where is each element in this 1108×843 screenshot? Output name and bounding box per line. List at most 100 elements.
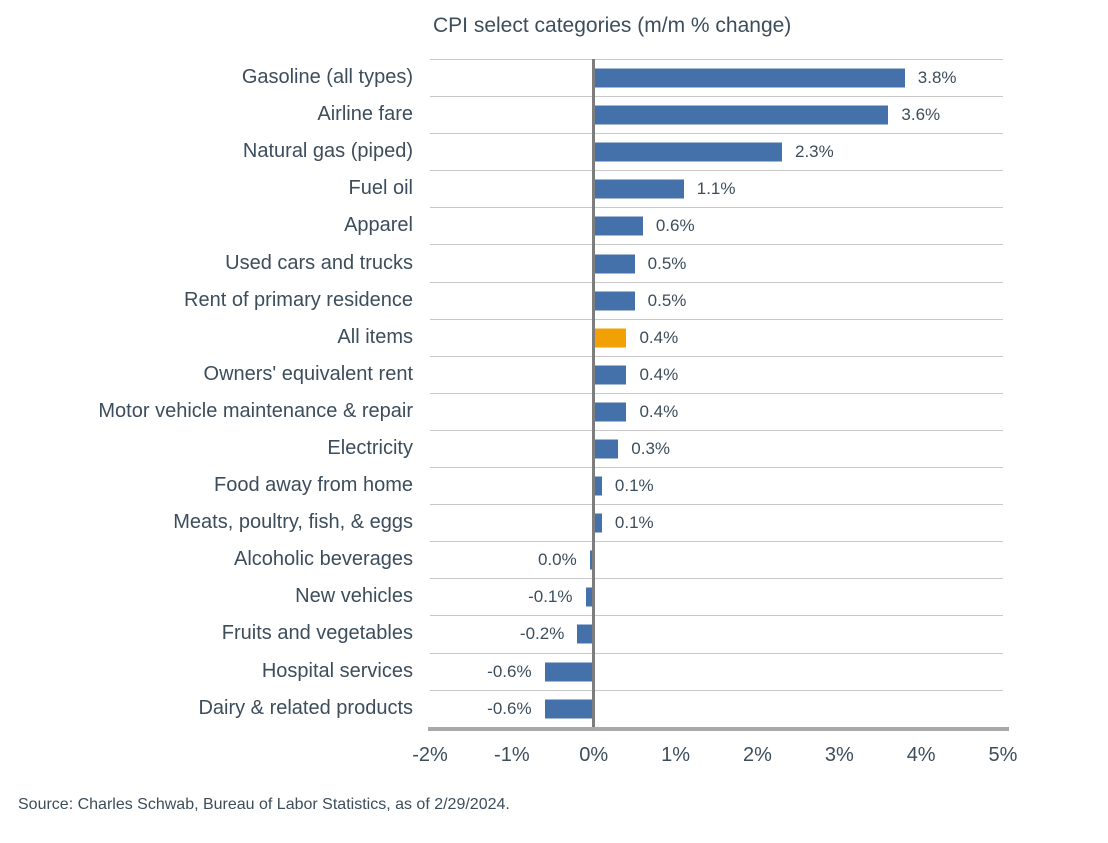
bar: [593, 513, 602, 533]
value-label: 0.5%: [647, 290, 687, 310]
chart-row: New vehicles -0.1%: [0, 578, 1003, 615]
bar: [544, 662, 594, 682]
plot-cell: 1.1%: [430, 170, 1003, 207]
bar: [593, 179, 684, 199]
plot-cell: 0.3%: [430, 429, 1003, 467]
plot-cell: 0.4%: [430, 392, 1003, 430]
value-label: 0.3%: [631, 438, 671, 458]
value-label: 0.1%: [614, 513, 654, 533]
value-label: 0.5%: [647, 253, 687, 273]
chart-row: Natural gas (piped) 2.3%: [0, 133, 1003, 170]
value-label: -0.1%: [528, 587, 573, 607]
chart-row: Fuel oil 1.1%: [0, 170, 1003, 207]
value-label: -0.6%: [487, 661, 532, 681]
chart-row: Gasoline (all types) 3.8%: [0, 59, 1003, 96]
x-axis-baseline: [428, 727, 1009, 731]
bar: [593, 216, 643, 236]
bar: [585, 587, 594, 607]
bar: [593, 105, 889, 125]
zero-axis-line: [592, 59, 596, 727]
chart-row: Rent of primary residence 0.5%: [0, 281, 1003, 319]
category-label: Hospital services: [261, 659, 413, 682]
source-note: Source: Charles Schwab, Bureau of Labor …: [18, 796, 510, 813]
chart-plot-area: Gasoline (all types) 3.8% Airline fare 3.6%…: [0, 59, 1003, 727]
bar: [593, 476, 602, 496]
chart-row: Motor vehicle maintenance & repair 0.4%: [0, 392, 1003, 430]
value-label: 0.6%: [655, 216, 695, 236]
x-axis-tick-label: 5%: [988, 744, 1018, 766]
chart-row: Alcoholic beverages 0.0%: [0, 541, 1003, 578]
plot-cell: 0.1%: [430, 504, 1003, 541]
chart-row: Meats, poultry, fish, & eggs 0.1%: [0, 504, 1003, 541]
plot-cell: 0.5%: [430, 244, 1003, 281]
chart-row: Food away from home 0.1%: [0, 467, 1003, 504]
value-label: 0.4%: [639, 327, 679, 347]
bar: [593, 254, 635, 274]
value-label: 3.8%: [917, 68, 957, 88]
plot-cell: -0.6%: [430, 652, 1003, 690]
chart-row: Electricity 0.3%: [0, 429, 1003, 467]
plot-cell: 3.6%: [430, 96, 1003, 133]
value-label: -0.6%: [487, 698, 532, 718]
bar: [593, 68, 905, 88]
x-axis-tick-label: 0%: [579, 744, 609, 766]
x-axis-tick-label: 1%: [661, 744, 691, 766]
chart-row: Used cars and trucks 0.5%: [0, 244, 1003, 281]
category-label: Gasoline (all types): [241, 66, 413, 89]
value-label: 0.4%: [639, 364, 679, 384]
plot-cell: 0.4%: [430, 318, 1003, 356]
chart-row: Hospital services -0.6%: [0, 652, 1003, 690]
chart-row: Dairy & related products -0.6%: [0, 689, 1003, 727]
plot-cell: 0.1%: [430, 467, 1003, 504]
chart-row: Owners' equivalent rent 0.4%: [0, 355, 1003, 393]
bar: [593, 402, 627, 422]
plot-cell: 2.3%: [430, 133, 1003, 170]
category-label: Alcoholic beverages: [234, 548, 413, 571]
value-label: 0.0%: [537, 550, 577, 570]
chart-row: Apparel 0.6%: [0, 207, 1003, 244]
chart-row: All items 0.4%: [0, 318, 1003, 356]
bar: [589, 550, 594, 570]
chart-row: Fruits and vegetables -0.2%: [0, 615, 1003, 652]
bar: [593, 439, 619, 459]
plot-cell: -0.2%: [430, 615, 1003, 652]
chart-row: Airline fare 3.6%: [0, 96, 1003, 133]
category-label: Meats, poultry, fish, & eggs: [173, 511, 413, 534]
category-label: Electricity: [327, 436, 413, 459]
value-label: 2.3%: [794, 142, 834, 162]
bar: [593, 365, 627, 385]
x-axis-tick-label: -1%: [494, 744, 530, 766]
plot-cell: 0.6%: [430, 207, 1003, 244]
chart-title: CPI select categories (m/m % change): [433, 14, 792, 37]
plot-cell: 3.8%: [430, 59, 1003, 96]
value-label: 3.6%: [901, 105, 941, 125]
category-label: All items: [337, 325, 413, 348]
value-label: 0.4%: [639, 401, 679, 421]
plot-cell: 0.5%: [430, 281, 1003, 319]
category-label: Fruits and vegetables: [221, 622, 413, 645]
category-label: Dairy & related products: [198, 696, 413, 719]
plot-cell: -0.1%: [430, 578, 1003, 615]
x-axis-tick-label: 3%: [824, 744, 854, 766]
value-label: -0.2%: [519, 624, 565, 644]
plot-cell: 0.4%: [430, 355, 1003, 393]
value-label: 0.1%: [614, 476, 654, 496]
value-label: 1.1%: [696, 179, 736, 199]
category-label: Airline fare: [317, 103, 413, 126]
category-label: Apparel: [344, 214, 413, 237]
category-label: Rent of primary residence: [184, 288, 413, 311]
bar: [577, 624, 594, 644]
bar: [544, 699, 594, 719]
category-label: Natural gas (piped): [242, 140, 413, 163]
bar: [593, 142, 782, 162]
bar: [593, 291, 635, 311]
category-label: Used cars and trucks: [225, 251, 413, 274]
x-axis-tick-label: -2%: [412, 744, 448, 766]
x-axis-labels: -2% -1% 0% 1% 2% 3% 4% 5%: [0, 744, 1108, 774]
category-label: New vehicles: [295, 585, 413, 608]
x-axis-tick-label: 2%: [742, 744, 772, 766]
plot-cell: 0.0%: [430, 541, 1003, 578]
category-label: Owners' equivalent rent: [203, 362, 413, 385]
category-label: Motor vehicle maintenance & repair: [98, 399, 413, 422]
